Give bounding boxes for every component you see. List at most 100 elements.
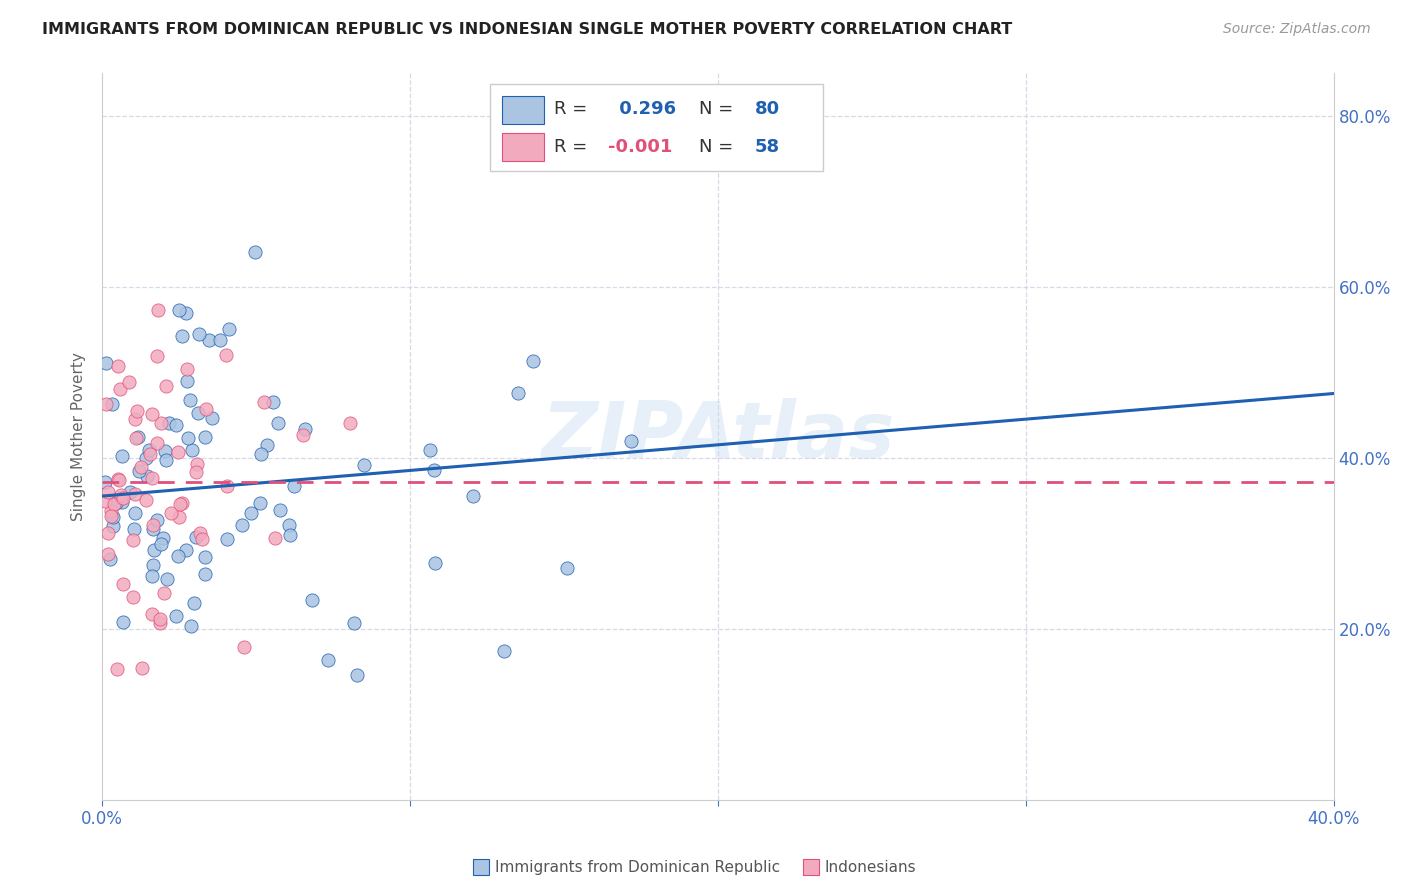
Point [149, 616, 172, 631]
Point [141, 569, 163, 583]
Point [155, 443, 177, 458]
Point [267, 417, 290, 431]
Point [294, 422, 316, 436]
Point [141, 607, 163, 621]
Point [180, 619, 202, 633]
Y-axis label: Single Mother Poverty: Single Mother Poverty [72, 351, 86, 521]
Point [343, 616, 366, 631]
Text: Source: ZipAtlas.com: Source: ZipAtlas.com [1223, 22, 1371, 37]
Point [118, 484, 141, 499]
Point [124, 412, 146, 426]
Point [121, 590, 143, 604]
Point [94, 356, 117, 370]
Point [167, 445, 190, 459]
Point [110, 491, 132, 506]
Point [97, 485, 120, 500]
Point [179, 392, 201, 407]
Point [122, 522, 145, 536]
Point [522, 354, 544, 368]
Point [461, 489, 484, 503]
Point [184, 530, 207, 544]
Text: -0.001: -0.001 [609, 138, 672, 156]
Point [218, 321, 240, 335]
Point [142, 558, 165, 572]
Point [167, 303, 190, 318]
Point [134, 451, 156, 466]
Point [183, 597, 205, 611]
Point [494, 643, 516, 657]
Point [129, 460, 152, 475]
Point [94, 493, 117, 508]
Point [139, 447, 162, 461]
Point [346, 668, 368, 682]
Point [201, 410, 224, 425]
Point [419, 442, 441, 457]
Point [198, 333, 221, 347]
Point [187, 326, 209, 341]
Point [155, 379, 177, 393]
Point [111, 495, 134, 509]
Point [506, 385, 529, 400]
Point [620, 434, 643, 448]
Point [174, 542, 197, 557]
Point [555, 561, 578, 575]
Point [253, 395, 276, 409]
Point [94, 475, 117, 490]
Point [169, 497, 191, 511]
Point [141, 408, 163, 422]
Point [353, 458, 375, 473]
Point [148, 303, 170, 318]
Point [96, 547, 118, 561]
Point [150, 416, 173, 430]
Text: IMMIGRANTS FROM DOMINICAN REPUBLIC VS INDONESIAN SINGLE MOTHER POVERTY CORRELATI: IMMIGRANTS FROM DOMINICAN REPUBLIC VS IN… [42, 22, 1012, 37]
Point [292, 427, 315, 442]
Point [125, 432, 148, 446]
Point [97, 525, 120, 540]
Point [101, 510, 124, 524]
Text: N =: N = [699, 138, 734, 156]
Point [215, 348, 238, 362]
Point [103, 519, 125, 533]
Point [256, 438, 278, 452]
Point [110, 487, 132, 501]
Point [128, 465, 150, 479]
Text: Immigrants from Dominican Republic: Immigrants from Dominican Republic [495, 860, 780, 874]
Point [100, 504, 122, 518]
Point [142, 518, 165, 533]
Point [423, 463, 446, 477]
Point [125, 404, 148, 418]
Point [167, 549, 190, 564]
Point [166, 417, 188, 432]
Point [111, 449, 134, 463]
Point [155, 453, 177, 467]
Point [94, 397, 117, 411]
Point [233, 640, 256, 654]
Point [111, 576, 134, 591]
Point [262, 394, 284, 409]
Point [142, 522, 165, 536]
Point [263, 531, 285, 545]
Point [425, 556, 447, 570]
Point [127, 430, 149, 444]
Point [107, 359, 129, 374]
Point [143, 543, 166, 558]
Point [157, 417, 180, 431]
Point [107, 472, 129, 486]
Point [278, 528, 301, 542]
Point [195, 402, 218, 417]
Point [215, 532, 238, 546]
Point [131, 661, 153, 675]
Point [186, 465, 208, 479]
Point [208, 333, 231, 347]
FancyBboxPatch shape [502, 133, 544, 161]
Point [100, 396, 122, 410]
Point [107, 473, 129, 487]
Point [269, 503, 291, 517]
Point [231, 517, 253, 532]
Point [188, 526, 211, 541]
Point [217, 479, 239, 493]
Point [111, 491, 134, 505]
Text: 0.296: 0.296 [613, 100, 676, 119]
Point [316, 653, 339, 667]
Point [170, 496, 193, 510]
